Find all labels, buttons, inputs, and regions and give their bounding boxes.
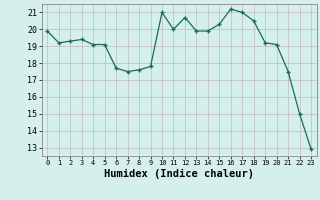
X-axis label: Humidex (Indice chaleur): Humidex (Indice chaleur) (104, 169, 254, 179)
